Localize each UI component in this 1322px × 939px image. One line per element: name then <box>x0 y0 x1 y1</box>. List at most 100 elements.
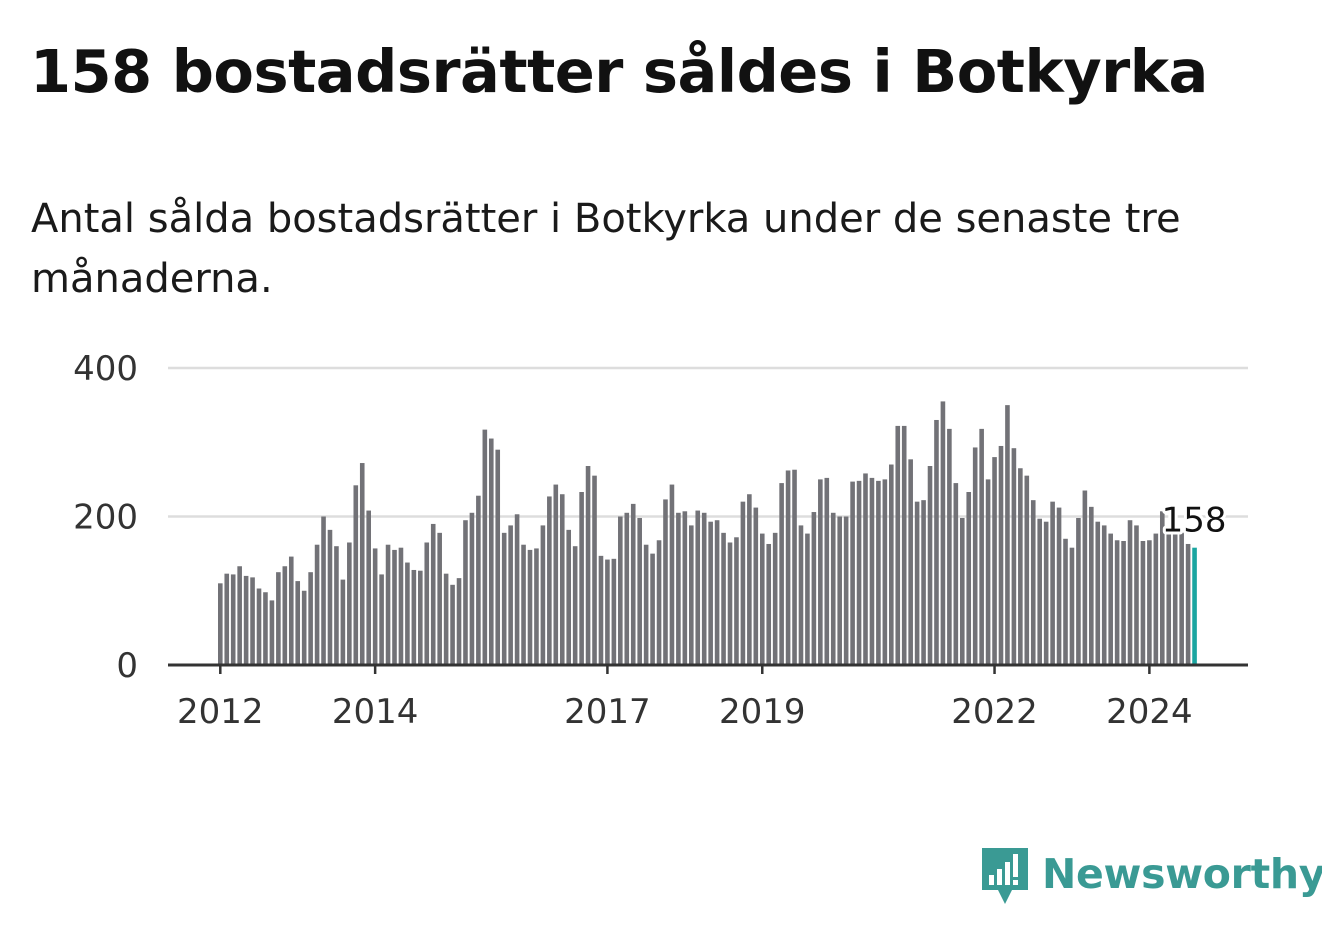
bar <box>1089 506 1094 665</box>
bar <box>1153 533 1159 665</box>
bar <box>456 578 462 665</box>
x-tick-label-2012: 2012 <box>177 692 264 732</box>
bar-chart: 0 200 400 2012 2014 2017 2019 2022 2024 158 <box>73 349 1248 732</box>
bar <box>411 569 417 665</box>
bar <box>843 516 849 665</box>
bar <box>1147 540 1152 665</box>
bar <box>1166 529 1172 665</box>
bar <box>618 516 623 665</box>
bar <box>863 473 868 665</box>
bar <box>1114 540 1120 665</box>
bar <box>708 521 713 665</box>
bar <box>372 548 378 665</box>
bar <box>385 544 391 665</box>
bar <box>669 484 675 665</box>
page-title: 158 bostadsrätter såldes i Botkyrka <box>30 37 1208 106</box>
bar <box>301 590 307 665</box>
bar <box>424 542 430 665</box>
bar <box>721 532 726 665</box>
bar <box>805 533 810 665</box>
bar <box>256 588 262 665</box>
bar <box>656 540 662 665</box>
bar <box>476 495 481 665</box>
x-tick-label-2022: 2022 <box>951 692 1038 732</box>
bar <box>966 492 972 665</box>
bar <box>540 525 546 665</box>
bar <box>818 479 823 666</box>
bar <box>1101 525 1107 665</box>
bar <box>811 512 817 665</box>
bar <box>521 544 526 665</box>
bar <box>830 512 836 665</box>
bar <box>527 549 533 665</box>
bar <box>779 483 784 665</box>
bar <box>921 500 926 665</box>
bar <box>359 463 365 665</box>
bar <box>1037 518 1042 665</box>
gridlines <box>168 366 1248 518</box>
bar <box>321 516 326 665</box>
bar <box>1024 475 1030 665</box>
bar <box>579 492 584 665</box>
bar <box>230 574 236 665</box>
bar <box>1018 468 1023 665</box>
bar <box>850 481 855 665</box>
bar <box>611 558 617 665</box>
bar <box>798 525 804 665</box>
bar <box>224 573 230 665</box>
bar <box>1127 520 1133 665</box>
bar <box>218 583 223 665</box>
bar <box>566 529 572 665</box>
bar <box>624 512 630 665</box>
bar <box>1108 533 1113 665</box>
x-axis-labels: 2012 2014 2017 2019 2022 2024 <box>177 692 1193 732</box>
bar <box>837 516 842 665</box>
bar <box>1179 529 1184 665</box>
bar <box>437 532 442 665</box>
bar <box>514 514 520 665</box>
bar <box>250 577 255 665</box>
bar <box>347 542 352 665</box>
bar <box>979 428 984 665</box>
bar <box>1172 532 1178 665</box>
bar <box>663 499 668 665</box>
bar <box>1140 541 1146 665</box>
bar <box>263 592 268 665</box>
bar <box>559 494 565 665</box>
bar <box>940 401 946 665</box>
bar <box>785 470 791 665</box>
highlight-value-label: 158 <box>1162 501 1227 541</box>
bars <box>218 401 1197 666</box>
bar <box>418 570 423 665</box>
bar <box>972 447 978 665</box>
bar <box>695 510 701 665</box>
bar <box>1082 490 1088 665</box>
bar <box>463 520 468 665</box>
bar <box>1030 500 1036 665</box>
bar <box>792 469 797 665</box>
bar <box>1095 521 1101 665</box>
bar <box>759 533 765 665</box>
bar <box>676 512 681 665</box>
bar <box>276 572 281 665</box>
bar <box>398 547 404 665</box>
bar <box>334 546 339 665</box>
bar <box>889 464 894 665</box>
bar <box>1063 538 1068 665</box>
bar <box>934 419 939 665</box>
bar <box>1056 507 1062 665</box>
bar <box>901 425 907 665</box>
bar <box>508 525 513 665</box>
bar-highlight <box>1192 547 1197 665</box>
bar <box>379 574 384 665</box>
bar <box>682 511 688 665</box>
bar <box>282 566 288 665</box>
bar <box>998 445 1004 665</box>
bar <box>534 548 539 665</box>
newsworthy-icon <box>982 848 1028 904</box>
bar <box>314 544 320 665</box>
x-tick-label-2019: 2019 <box>719 692 806 732</box>
bar <box>1069 547 1075 665</box>
bar <box>701 512 707 665</box>
bar <box>637 517 642 665</box>
